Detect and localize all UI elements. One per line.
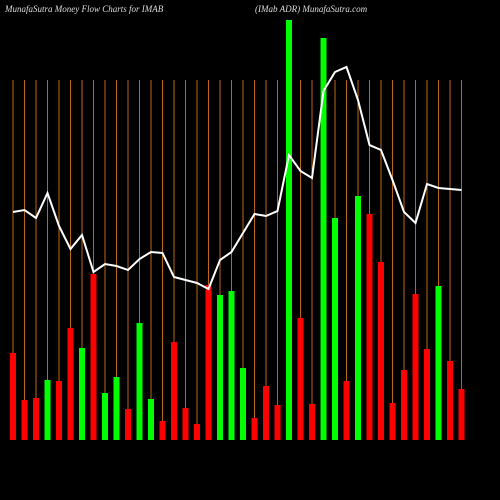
bar: [194, 424, 200, 440]
bar: [240, 368, 246, 440]
bar: [343, 381, 350, 440]
bar: [458, 389, 465, 440]
bar: [44, 380, 51, 440]
bar: [205, 285, 212, 440]
bar: [10, 353, 16, 440]
bar: [401, 370, 407, 440]
bar: [113, 377, 120, 440]
bar: [228, 291, 235, 440]
bar: [412, 294, 419, 440]
bar: [136, 323, 143, 440]
bar: [355, 196, 361, 440]
bar: [21, 400, 28, 440]
bar: [263, 386, 269, 440]
bar: [389, 403, 396, 440]
bar: [447, 361, 453, 440]
bar: [332, 218, 338, 440]
chart-title: MunafaSutra Money Flow Charts for IMAB: [4, 4, 164, 14]
bar: [435, 286, 442, 440]
bar: [33, 398, 39, 440]
money-flow-line: [12, 65, 462, 291]
bar: [56, 381, 62, 440]
bar: [90, 274, 97, 440]
bar: [320, 38, 327, 440]
bar: [286, 20, 292, 440]
bar: [148, 399, 154, 440]
bar: [378, 262, 384, 440]
chart-subtitle: (IMab ADR) MunafaSutra.com: [255, 4, 368, 14]
bar: [159, 421, 166, 440]
bar: [217, 295, 223, 440]
bar: [67, 328, 74, 440]
bar: [171, 342, 177, 440]
bar: [309, 404, 315, 440]
bar: [424, 349, 430, 440]
bar: [79, 348, 85, 440]
bar: [274, 405, 281, 440]
bar: [297, 318, 304, 440]
bar: [102, 393, 108, 440]
bar: [182, 408, 189, 440]
bar: [366, 214, 373, 440]
bar: [251, 418, 258, 440]
bar: [125, 409, 131, 440]
